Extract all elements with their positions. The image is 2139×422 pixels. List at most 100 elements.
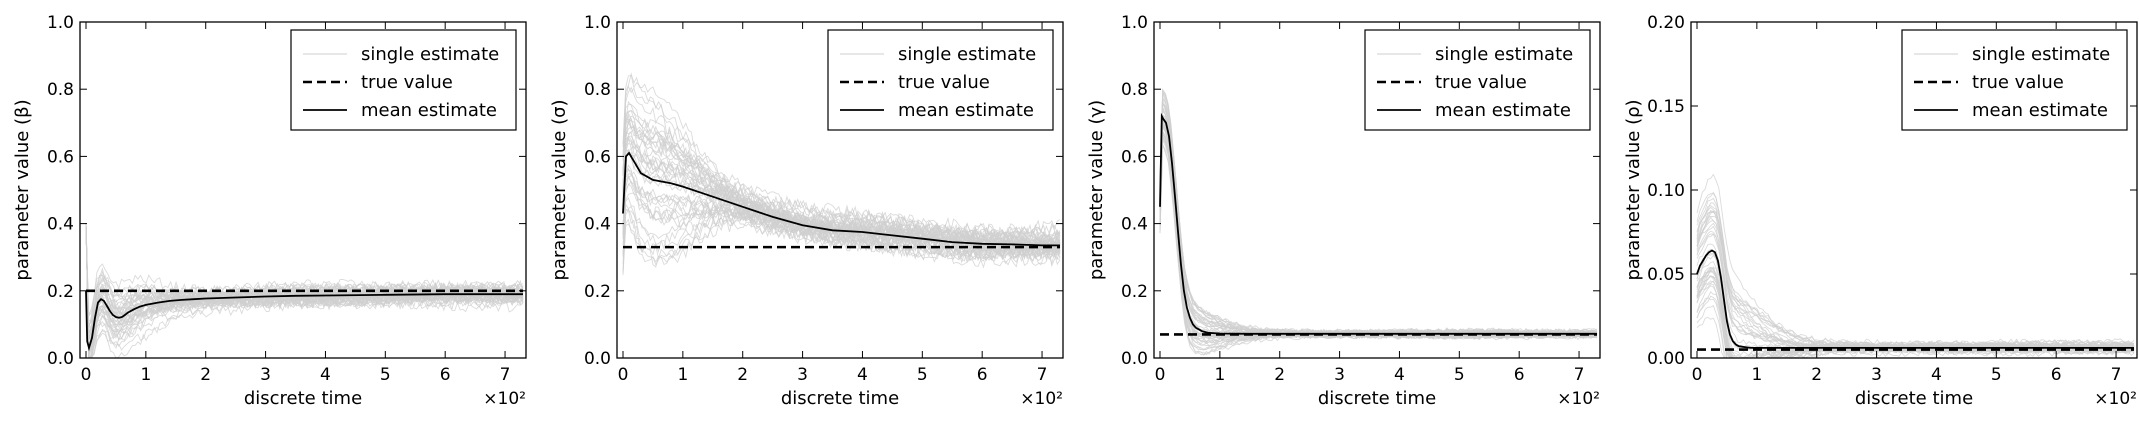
x-axis-label: discrete time [1855,388,1973,409]
single-estimate-line [1159,118,1598,338]
legend-item-true-value: true value [1972,72,2064,93]
single-estimate-line [1159,132,1598,351]
single-estimate-line [1159,123,1598,340]
y-axis-label: parameter value (β) [12,99,33,280]
x-tick-label: 7 [2111,365,2122,385]
x-axis-label: discrete time [781,388,899,409]
single-estimate-line [85,223,524,346]
single-estimate-line [622,180,1061,268]
x-tick-label: 0 [81,365,92,385]
single-estimate-line [1159,102,1598,335]
y-tick-label: 0.4 [47,215,74,235]
single-estimate-line [1159,122,1598,339]
single-estimate-line [1159,122,1598,339]
plot-frame [1153,21,1601,359]
legend-item-mean-estimate: mean estimate [1435,100,1571,121]
single-estimate-line [622,85,1061,252]
single-estimate-line [1159,135,1598,345]
y-axis-label: parameter value (ρ) [1623,99,1644,280]
x-tick-label: 3 [260,365,271,385]
x-axis-multiplier: ×10² [483,389,526,409]
y-tick-label: 0.0 [47,349,74,369]
single-estimate-line [1159,107,1598,334]
y-tick-label: 0.05 [1647,265,1685,285]
mean-estimate-line [85,290,523,352]
single-estimate-line [1159,115,1598,335]
x-tick-label: 5 [917,365,928,385]
single-estimate-line [1159,132,1598,347]
y-tick-label: 0.2 [47,282,74,302]
single-estimate-line [1159,134,1598,345]
single-estimate-line [1159,114,1598,335]
y-tick-label: 0.0 [584,349,611,369]
x-axis-label: discrete time [244,388,362,409]
single-estimate-line [1696,193,2135,351]
x-tick-label: 7 [1037,365,1048,385]
x-tick-label: 4 [320,365,331,385]
plot-frame [616,21,1064,359]
x-tick-label: 6 [2051,365,2062,385]
y-tick-label: 0.20 [1647,13,1685,33]
single-estimate-line [85,223,524,340]
single-estimate-line [1159,124,1598,340]
y-tick-label: 1.0 [47,13,74,33]
single-estimate-line [1159,99,1598,337]
legend-item-single-estimate: single estimate [361,44,499,65]
x-tick-label: 4 [1931,365,1942,385]
y-tick-label: 0.8 [584,80,611,100]
y-tick-label: 0.00 [1647,349,1685,369]
single-estimate-line [622,175,1061,255]
y-tick-label: 0.4 [584,215,611,235]
single-estimate-line [1696,206,2135,349]
y-tick-label: 0.6 [47,147,74,167]
x-tick-label: 1 [1751,365,1762,385]
y-tick-label: 0.2 [1121,282,1148,302]
legend: single estimate true value mean estimate [827,29,1054,131]
single-estimate-line [1159,119,1598,338]
single-estimate-line [1159,125,1598,340]
x-tick-label: 0 [1692,365,1703,385]
single-estimate-line [1159,107,1598,335]
legend-item-single-estimate: single estimate [1972,44,2110,65]
single-estimate-line [1696,233,2135,349]
x-tick-label: 2 [200,365,211,385]
y-tick-label: 0.0 [1121,349,1148,369]
x-tick-label: 3 [797,365,808,385]
single-estimate-line [1159,120,1598,338]
x-tick-label: 2 [1811,365,1822,385]
single-estimate-line [1159,103,1598,337]
single-estimate-line [1696,191,2135,351]
single-estimate-line [1696,216,2135,347]
single-estimate-line [1159,131,1598,343]
x-tick-label: 7 [1574,365,1585,385]
x-tick-label: 6 [977,365,988,385]
single-estimate-line [1159,124,1598,343]
single-estimate-line [1696,211,2135,348]
single-estimate-line [1159,125,1598,340]
single-estimate-line [1696,202,2134,348]
single-estimate-line [622,183,1061,260]
chart-panel-beta: 0 1 2 3 4 5 6 7 0.0 0.2 0.4 0.6 0.8 1.0 discrete time p… [12,13,527,409]
mean-estimate-line [1159,112,1597,335]
x-tick-label: 5 [1454,365,1465,385]
legend: single estimate true value mean estimate [290,29,517,131]
x-tick-label: 0 [1155,365,1166,385]
x-tick-label: 4 [1394,365,1405,385]
legend-item-mean-estimate: mean estimate [898,100,1034,121]
single-estimate-line [85,223,524,358]
legend-item-mean-estimate: mean estimate [361,100,497,121]
y-tick-label: 0.6 [1121,147,1148,167]
y-tick-label: 0.4 [1121,215,1148,235]
y-tick-label: 0.8 [1121,80,1148,100]
y-tick-label: 1.0 [584,13,611,33]
legend: single estimate true value mean estimate [1364,29,1591,131]
y-tick-label: 0.15 [1647,97,1685,117]
single-estimate-line [1696,204,2135,349]
x-tick-label: 1 [677,365,688,385]
single-estimate-line [1159,102,1598,337]
x-tick-label: 5 [380,365,391,385]
x-tick-label: 2 [737,365,748,385]
single-estimate-line [1159,114,1598,337]
single-estimate-line [1159,144,1598,356]
